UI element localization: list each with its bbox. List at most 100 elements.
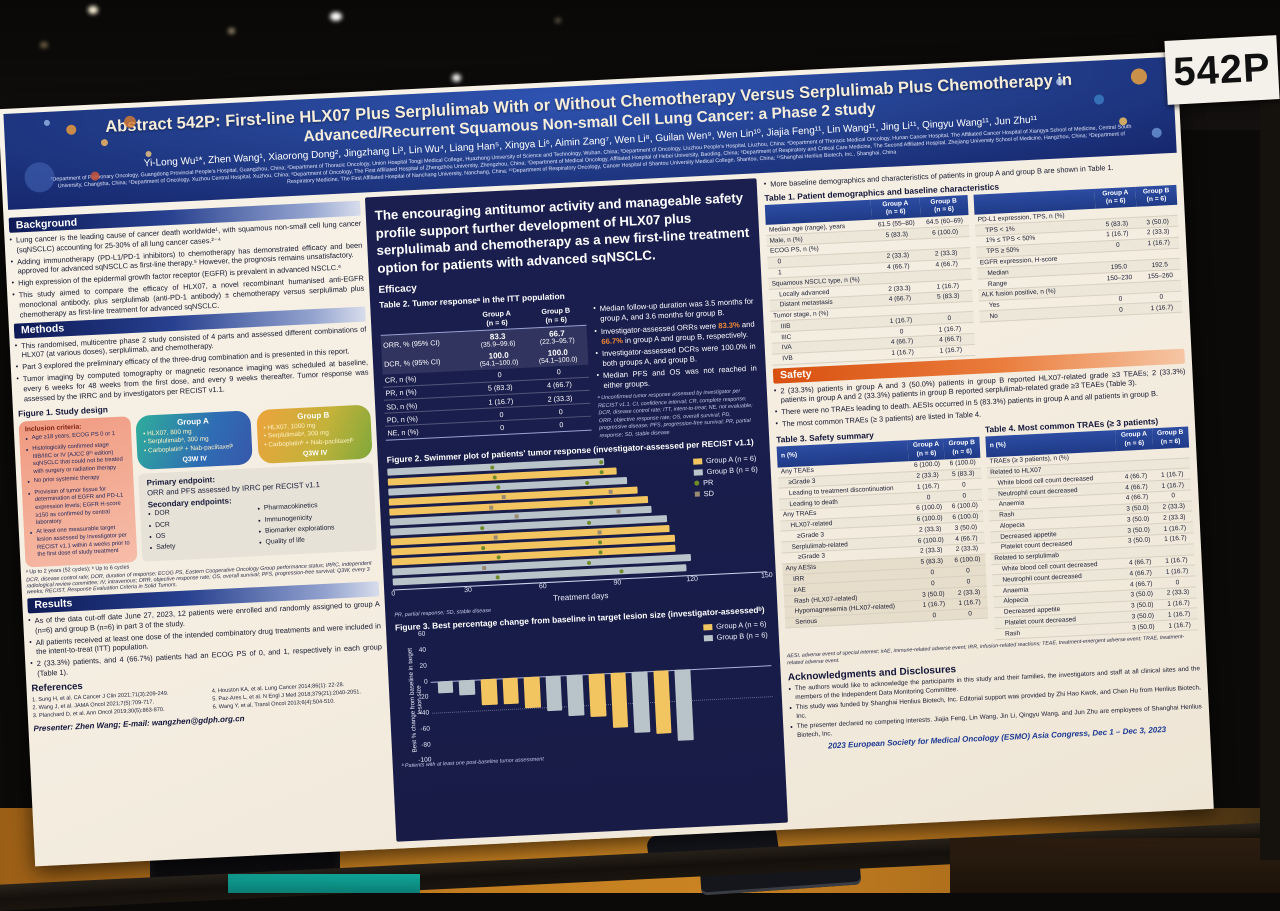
table4-common-traes: n (%) Group A (n = 6) Group B (n = 6) TRAEs (… xyxy=(985,426,1199,640)
legend-swatch xyxy=(692,458,703,465)
sd-marker xyxy=(489,505,494,510)
group-a-value: 0 xyxy=(472,419,533,436)
pr-marker xyxy=(586,560,592,565)
bullet-dot: • xyxy=(11,280,15,288)
legend-label: SD xyxy=(703,489,715,499)
table1-right-half: Group A (n = 6) Group B (n = 6) PD-L1 expres… xyxy=(973,184,1183,323)
bullet-dot: • xyxy=(10,258,14,266)
figure1-study-design: Inclusion criteria: • Age ≥18 years, ECOG… xyxy=(18,404,378,568)
group-b-value: 1 (16.7) xyxy=(926,344,976,358)
waterfall-bar-group-b xyxy=(674,668,694,741)
pr-marker xyxy=(588,500,594,505)
bullet-dot: • xyxy=(149,534,152,542)
decor-dot xyxy=(145,150,152,158)
bullet-text: OS xyxy=(155,532,166,541)
group-a-box: Group A • HLX07, 800 mg • Serplulimabᵃ, 3… xyxy=(135,410,253,470)
ceiling-light xyxy=(40,42,48,48)
legend-label: Group B (n = 6) xyxy=(706,465,758,477)
table2-footnote: ᵃ Unconfirmed tumor response assessed by… xyxy=(597,388,753,440)
bullet-dot: • xyxy=(25,435,28,444)
legend-label: Group A (n = 6) xyxy=(705,454,757,466)
x-tick-label: 60 xyxy=(538,583,547,591)
teal-strip xyxy=(228,874,420,893)
inclusion-criteria-box: Inclusion criteria: • Age ≥18 years, ECOG… xyxy=(18,415,138,568)
y-tick-label: 40 xyxy=(418,646,427,655)
legend-item: Group B (n = 6) xyxy=(693,465,758,477)
bullet-dot: • xyxy=(16,376,20,384)
table1-left-half: Group A (n = 6) Group B (n = 6) Median age (… xyxy=(764,195,976,365)
bullet-text: Safety xyxy=(156,543,176,552)
y-tick-label: 60 xyxy=(417,630,426,639)
x-tick-label: 150 xyxy=(760,572,773,580)
legend-label: Group B (n = 6) xyxy=(716,630,769,643)
y-tick-label: 20 xyxy=(419,662,428,670)
ceiling-light xyxy=(228,28,235,34)
pr-marker xyxy=(489,465,495,470)
bullet-text: Histologically confirmed stage IIIB/IIIC… xyxy=(32,442,123,476)
column-header: Group A (n = 6) xyxy=(1094,186,1137,210)
y-tick-label: -20 xyxy=(418,693,429,702)
left-column: Background • Lung cancer is the leading c… xyxy=(8,198,391,859)
poster-number-card: 542P xyxy=(1164,35,1280,105)
x-tick-label: 0 xyxy=(391,590,396,599)
bullet-text: Quality of life xyxy=(265,537,306,547)
bullet-dot: • xyxy=(258,528,262,537)
bullet-dot: • xyxy=(149,545,153,553)
poster-number: 542P xyxy=(1172,44,1272,95)
inclusion-criteria-list: • Age ≥18 years, ECOG PS 0 or 1 • Histologi… xyxy=(25,430,131,560)
table2-tumor-response: Group A (n = 6) Group B (n = 6) ORR, % (95% … xyxy=(379,303,592,440)
column-header: Group A (n = 6) xyxy=(466,305,527,332)
bullet-dot: • xyxy=(27,490,31,498)
group-a-value: 3 (50.0) xyxy=(1125,620,1162,634)
pr-marker xyxy=(495,575,500,580)
column-header: Group B (n = 6) xyxy=(525,303,587,329)
bullet-dot: • xyxy=(763,181,767,189)
middle-column: The encouraging antitumor activity and m… xyxy=(364,178,788,842)
bullet-dot: • xyxy=(14,342,18,350)
board-frame-edge xyxy=(1260,70,1280,860)
waterfall-plot-area: Group A (n = 6) Group B (n = 6) xyxy=(428,618,775,761)
bullet-item: • Provision of tumor tissue for determina… xyxy=(28,485,130,528)
legend-item: Group B (n = 6) xyxy=(703,630,769,643)
row-label: NE, n (%) xyxy=(385,422,473,440)
group-b-value: 0 xyxy=(531,416,592,433)
bullet-dot: • xyxy=(774,408,778,417)
decor-dot xyxy=(1151,127,1162,138)
ceiling-light xyxy=(88,6,98,14)
legend-swatch xyxy=(694,491,700,498)
table3-safety-summary: n (%) Group A (n = 6) Group B (n = 6) Any TEA… xyxy=(776,437,989,629)
y-tick-label: 0 xyxy=(423,678,428,686)
highlight-value: 66.7% xyxy=(601,335,624,346)
bullet-dot: • xyxy=(596,372,600,380)
waterfall-bar-group-a xyxy=(588,673,607,718)
sd-marker xyxy=(597,530,603,535)
bullet-dot: • xyxy=(259,540,262,548)
table1-demographics: Group A (n = 6) Group B (n = 6) Median age (… xyxy=(764,184,1184,366)
bullet-dot: • xyxy=(595,350,599,358)
legend-label: Group A (n = 6) xyxy=(715,619,767,632)
bullet-text: DCR xyxy=(154,521,171,529)
secondary-endpoints-col2: • Pharmacokinetics • Immunogenicity • Biomark… xyxy=(257,498,369,550)
table2-container: Group A (n = 6) Group B (n = 6) ORR, % (95% … xyxy=(379,303,592,451)
group-b-value: 1 (16.7) xyxy=(1161,619,1199,632)
legend-swatch xyxy=(703,623,713,631)
swimmer-plot-area: Group A (n = 6) Group B (n = 6) PR SD xyxy=(387,449,767,591)
methods-bullets: • This randomised, multicentre phase 2 st… xyxy=(15,324,370,404)
legend-swatch xyxy=(694,480,700,487)
legend-item: Group A (n = 6) xyxy=(703,620,768,632)
bullet-dot: • xyxy=(775,420,779,428)
column-header: Group A (n = 6) xyxy=(907,438,945,461)
efficacy-bullets: • Median follow-up duration was 3.5 month… xyxy=(593,297,757,391)
bullet-dot: • xyxy=(30,660,33,668)
waterfall-bar-group-b xyxy=(545,675,563,712)
legend-swatch xyxy=(693,469,703,476)
bullet-text: Pharmacokinetics xyxy=(263,502,318,512)
legend-swatch xyxy=(703,634,713,642)
group-a-value: 1 (16.7) xyxy=(878,346,928,360)
group-a-regimen: • HLX07, 800 mg • Serplulimabᵃ, 300 mg • C… xyxy=(143,425,245,456)
ceiling-light xyxy=(452,74,461,82)
bullet-dot: • xyxy=(257,506,261,514)
bullet-text: At least one measurable target lesion as… xyxy=(36,525,130,559)
x-tick-label: 30 xyxy=(464,587,473,595)
